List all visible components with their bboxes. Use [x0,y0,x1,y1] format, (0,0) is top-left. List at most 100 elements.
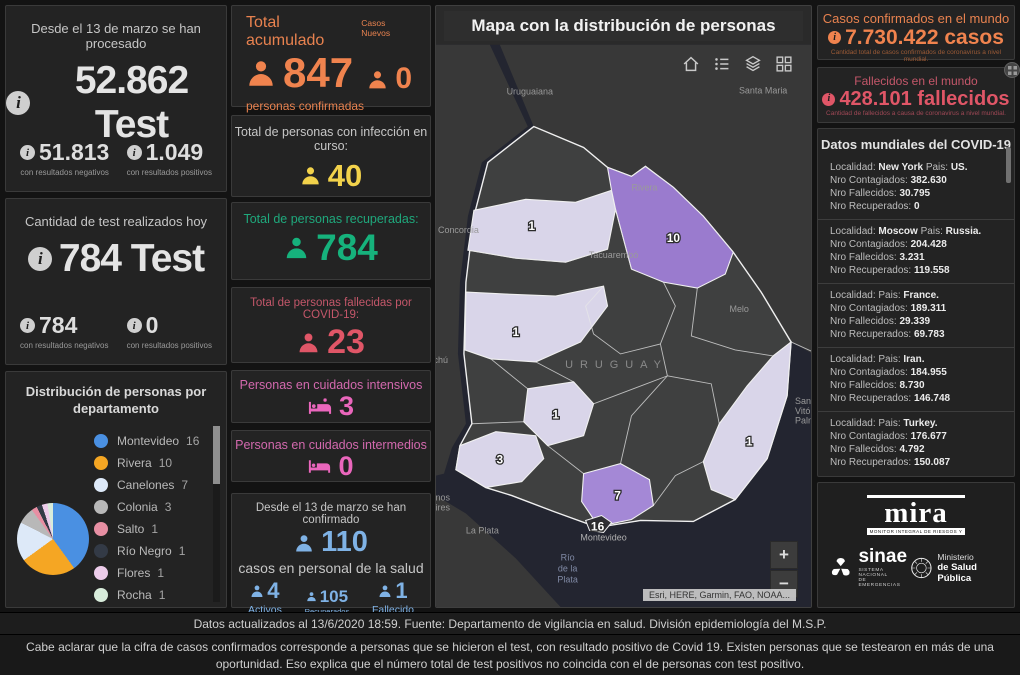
department-montevideo[interactable] [584,514,613,533]
world-data-list: Localidad: New York Pais: US. Nro Contag… [818,156,1014,475]
mira-logo: mira MONITOR INTEGRAL DE RIESGOS Y AFECT… [867,495,965,536]
world-entry: Localidad: Moscow Pais: Russia. Nro Cont… [818,219,1014,283]
sinae-icon [831,557,850,576]
map-place-labels: Uruguaiana Santa Maria Concordia Rivera … [436,86,812,585]
svg-text:1: 1 [552,408,559,422]
svg-text:Melo: Melo [729,304,748,314]
svg-text:Aires: Aires [436,503,450,513]
department-pie-chart[interactable] [17,503,89,575]
hw-active-value: 4 [267,578,280,603]
icu-title: Personas en cuidados intensivos [239,378,423,392]
home-icon[interactable] [680,53,702,75]
tests-today-negative-label: con resultados negativos [20,341,109,350]
legend-item[interactable]: Río Negro 1 [94,540,199,562]
zoom-in-button[interactable]: + [770,541,798,569]
msp-seal-icon [910,557,932,579]
world-cases-card: Casos confirmados en el mundo i 7.730.42… [817,5,1015,63]
map-attribution[interactable]: Esri, HERE, Garmin, FAO, NOAA... [642,589,796,601]
svg-text:Río: Río [561,552,575,562]
legend-swatch [94,522,108,536]
accumulated-card: Total acumulado Casos Nuevos 847 0 perso… [231,5,431,113]
uruguay-map[interactable]: Uruguaiana Santa Maria Concordia Rivera … [436,44,812,608]
legend-icon[interactable] [711,53,733,75]
world-deaths-caption: Cantidad de fallecidos a causa de corona… [826,110,1006,117]
tests-negative-value: 51.813 [39,139,110,165]
widget-menu-button[interactable] [1004,62,1020,78]
svg-text:Concordia: Concordia [438,225,479,235]
accumulated-value: 847 [283,49,354,96]
world-deaths-title: Fallecidos en el mundo [854,74,978,88]
legend-swatch [94,456,108,470]
grid-icon [1007,65,1017,75]
info-icon[interactable]: i [6,91,30,115]
world-data-scrollbar-thumb[interactable] [1006,147,1011,183]
new-cases-value: 0 [395,62,412,95]
footer-note: Cabe aclarar que la cifra de casos confi… [0,634,1020,675]
department-borders [467,209,811,506]
svg-text:Vitória: Vitória [795,406,812,416]
info-icon[interactable]: i [27,247,52,271]
layers-icon[interactable] [742,53,764,75]
info-icon[interactable]: i [822,92,836,106]
active-value: 40 [327,158,363,193]
map-buenos-aires-land [436,495,561,607]
department-canelones[interactable] [581,463,655,528]
world-entry: Localidad: Pais: France. Nro Contagiados… [818,283,1014,347]
tests-processed-value: 52.862 Test [74,59,189,146]
active-cases-card: Total de personas con infección en curso… [231,115,431,197]
person-icon [379,585,391,597]
department-rocha[interactable] [702,340,792,501]
tests-today-positive-value: 0 [145,312,159,338]
person-icon [286,237,307,259]
info-icon[interactable]: i [126,145,142,160]
map-zoom-controls: + − [770,541,798,598]
svg-text:Uruguaiana: Uruguaiana [507,87,553,97]
sinae-caption-1: SISTEMA NACIONAL [858,568,888,579]
svg-text:10: 10 [667,231,681,245]
department-colonia[interactable] [455,431,545,489]
mira-logo-caption: MONITOR INTEGRAL DE RIESGOS Y AFECTACION… [867,528,965,536]
accumulated-title: Total acumulado [246,14,325,49]
tests-negative-label: con resultados negativos [20,168,109,177]
svg-text:1: 1 [512,325,519,339]
svg-text:Montevideo: Montevideo [580,532,626,542]
legend-item[interactable]: Rivera 10 [94,452,199,474]
legend-swatch [94,434,108,448]
svg-text:1: 1 [746,435,753,449]
department-rio-negro[interactable] [464,285,609,363]
deceased-title: Total de personas fallecidas por COVID-1… [250,297,412,321]
legend-item[interactable]: Flores 1 [94,562,199,584]
svg-text:Tacuarembó: Tacuarembó [589,250,638,260]
world-entry: Localidad: New York Pais: US. Nro Contag… [830,162,968,212]
legend-item[interactable]: Montevideo 16 [94,430,199,452]
legend-item[interactable]: Colonia 3 [94,496,199,518]
health-workers-caption: casos en personal de la salud [238,560,424,576]
world-cases-title: Casos confirmados en el mundo [822,11,1010,26]
msp-logo: Ministerio de Salud Pública [910,552,1004,584]
legend-item[interactable]: Canelones 7 [94,474,199,496]
legend-item[interactable]: Salto 1 [94,518,199,540]
basemap-icon[interactable] [773,53,795,75]
department-flores[interactable] [523,381,595,447]
legend-scrollbar-thumb[interactable] [213,426,220,484]
tests-today-title: Cantidad de test realizados hoy [24,214,208,229]
footer-updated: Datos actualizados al 13/6/2020 18:59. F… [0,612,1020,635]
info-icon[interactable]: i [20,145,35,160]
info-icon[interactable]: i [20,318,35,333]
info-icon[interactable]: i [126,318,142,333]
intermediate-care-card: Personas en cuidados intermedios 0 [231,430,431,482]
bed-icon [309,460,331,473]
country-label: URUGUAY [565,359,668,371]
legend-swatch [94,544,108,558]
person-icon [306,592,316,602]
legend-item[interactable]: Rocha 1 [94,584,199,606]
info-icon[interactable]: i [828,31,842,44]
logos-card: mira MONITOR INTEGRAL DE RIESGOS Y AFECT… [817,482,1015,608]
legend-swatch [94,588,108,602]
svg-text:1: 1 [528,219,535,233]
icu-bed-icon [308,398,332,414]
world-cases-value: 7.730.422 casos [845,26,1004,49]
legend-scrollbar[interactable] [213,426,220,602]
person-icon [302,167,319,185]
msp-line1: Ministerio [937,551,974,562]
